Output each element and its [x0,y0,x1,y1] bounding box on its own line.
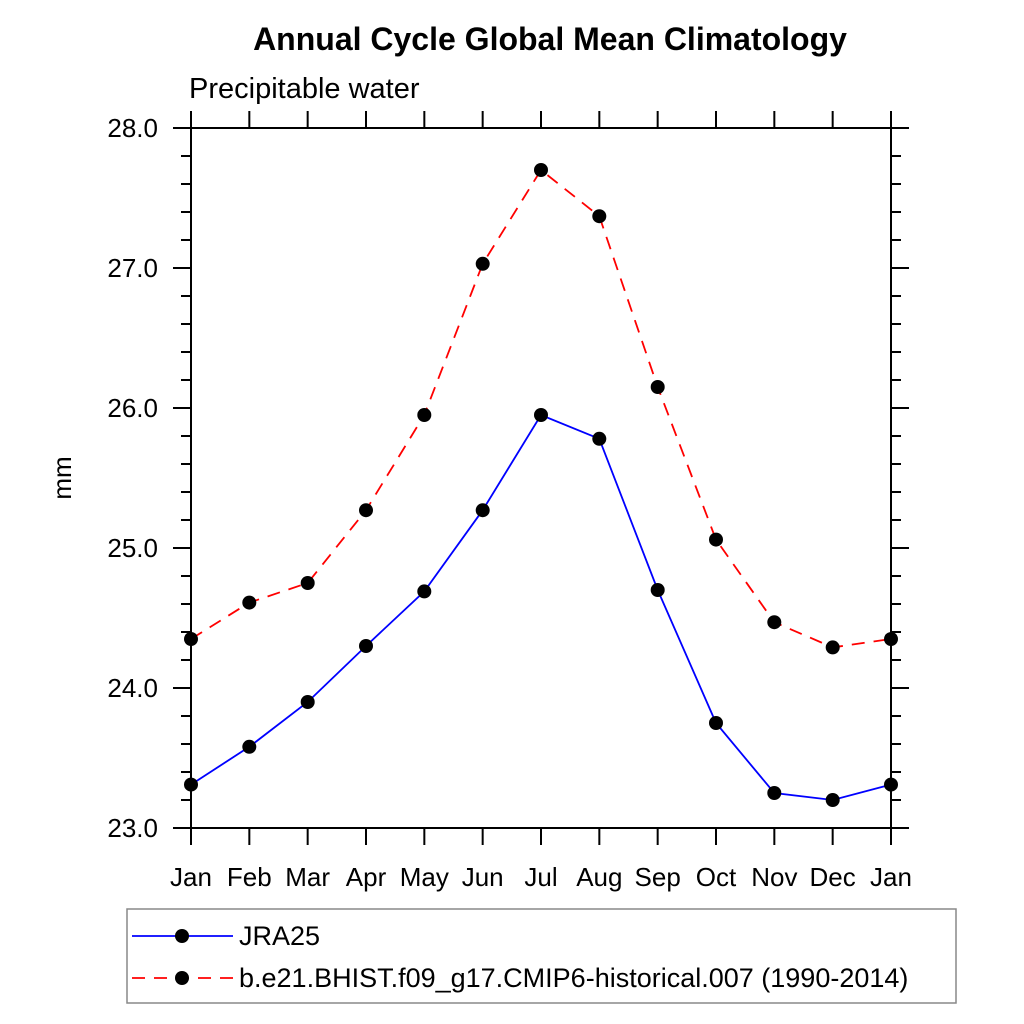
series-1-marker [417,408,432,422]
series-0-marker [767,786,782,800]
series-1-marker [592,209,607,224]
series-1-marker [534,163,548,177]
x-tick-label: Oct [696,862,737,892]
x-tick-label: Feb [227,862,272,892]
y-tick-label: 23.0 [107,813,158,843]
chart-subtitle: Precipitable water [189,73,420,105]
x-tick-label: Jun [462,862,504,892]
legend-item-jra25: JRA25 [132,921,320,951]
series-0-marker [825,793,840,807]
series-1-marker [475,256,490,271]
y-tick-label: 24.0 [107,673,158,703]
series-1-marker [709,532,723,547]
legend-marker-circle-icon [175,929,189,943]
series-1-marker [825,640,840,655]
legend-label-cmip6: b.e21.BHIST.f09_g17.CMIP6-historical.007… [239,963,908,993]
series-0-marker [475,503,490,518]
plot-frame [190,127,892,829]
x-tick-label: Jan [870,862,912,892]
series-0-marker [592,431,607,446]
legend-label-jra25: JRA25 [239,921,320,951]
series-1-marker [359,503,373,518]
y-tick-label: 27.0 [107,253,158,283]
x-tick-label: Jan [170,862,212,892]
series-0-marker [650,583,665,597]
series-1-marker [242,595,257,610]
x-tick-label: May [400,862,449,892]
x-tick-label: Nov [751,862,797,892]
series-0-marker [417,584,432,599]
chart-title: Annual Cycle Global Mean Climatology [253,21,847,57]
series-layer [184,163,898,807]
axes-layer: 23.0 24.0 25.0 26.0 27.0 28.0 Jan Feb Mar Apr May J… [107,111,912,892]
x-tick-label: Dec [810,862,856,892]
series-0-marker [534,408,548,422]
x-tick-label: Jul [524,862,557,892]
y-tick-label: 26.0 [107,393,158,423]
y-tick-label: 28.0 [107,113,158,143]
legend-marker-circle-icon [175,971,189,985]
y-tick-label: 25.0 [107,533,158,563]
series-1-marker [300,576,315,590]
series-0-marker [709,716,723,730]
series-0-marker [300,695,315,709]
x-tick-label: Aug [576,862,622,892]
x-tick-label: Apr [346,862,387,892]
legend-box: JRA25 b.e21.BHIST.f09_g17.CMIP6-historic… [126,908,957,1004]
x-tick-label: Sep [635,862,681,892]
y-axis-label: mm [47,456,77,499]
legend-border [126,908,957,1004]
x-tick-label: Mar [285,862,330,892]
series-1-marker [650,380,665,394]
series-0-marker [242,739,257,754]
series-0-marker [359,639,373,653]
series-1-marker [767,615,782,630]
series-line-0 [190,413,892,801]
legend-item-cmip6: b.e21.BHIST.f09_g17.CMIP6-historical.007… [132,963,908,993]
